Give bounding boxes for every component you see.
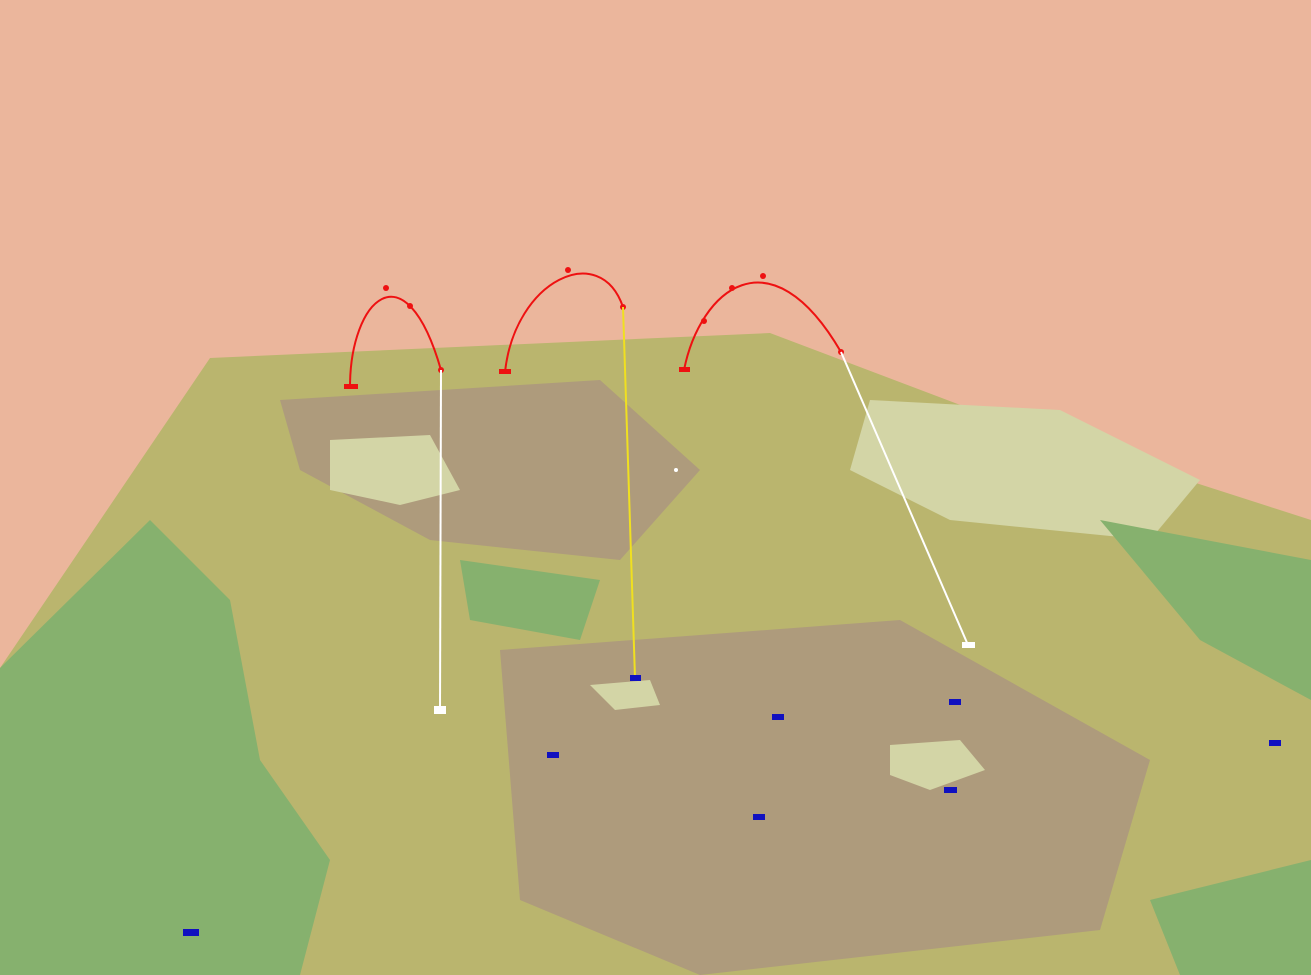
pale-region xyxy=(890,740,985,790)
node xyxy=(565,267,571,273)
unit xyxy=(183,929,199,936)
unit xyxy=(944,787,957,793)
unit xyxy=(772,714,784,720)
pale-region xyxy=(850,400,1200,540)
launch-site xyxy=(344,384,358,389)
impact xyxy=(962,642,975,648)
node xyxy=(407,303,413,309)
impact xyxy=(434,706,446,714)
pale-region xyxy=(330,435,460,505)
drop-line xyxy=(622,306,636,679)
grass-region xyxy=(1100,520,1311,700)
launch-site xyxy=(679,367,690,372)
node xyxy=(383,285,389,291)
pale-region xyxy=(590,680,660,710)
launch-site xyxy=(499,369,511,374)
terrain-patches xyxy=(0,380,1311,975)
units xyxy=(183,675,1281,936)
grass-region xyxy=(0,520,330,975)
soil-region xyxy=(280,380,700,560)
arc xyxy=(504,272,624,373)
drop-line xyxy=(840,351,969,646)
unit xyxy=(1269,740,1281,746)
arc xyxy=(349,296,442,388)
unit xyxy=(547,752,559,758)
unit xyxy=(753,814,765,820)
node xyxy=(701,318,707,324)
soil-region xyxy=(500,620,1150,975)
impact-points xyxy=(434,468,975,714)
drop-line xyxy=(439,369,442,711)
grass-region xyxy=(460,560,600,640)
node xyxy=(729,285,735,291)
arc xyxy=(683,281,842,371)
unit xyxy=(949,699,961,705)
grass-region xyxy=(1150,860,1311,975)
trajectories xyxy=(349,272,842,388)
node xyxy=(760,273,766,279)
unit xyxy=(630,675,641,681)
marker xyxy=(674,468,678,472)
